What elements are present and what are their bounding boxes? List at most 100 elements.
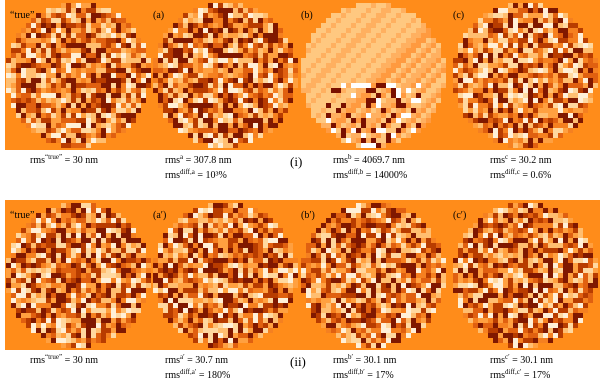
pixel <box>478 233 483 238</box>
pixel <box>203 233 208 238</box>
pixel <box>371 38 376 43</box>
pixel <box>321 248 326 253</box>
pixel <box>356 313 361 318</box>
pixel <box>488 113 493 118</box>
pixel <box>283 298 288 303</box>
pixel <box>173 88 178 93</box>
pixel <box>193 88 198 93</box>
pixel <box>278 288 283 293</box>
pixel <box>426 228 431 233</box>
pixel <box>101 48 106 53</box>
pixel <box>316 33 321 38</box>
pixel <box>31 223 36 228</box>
pixel <box>193 78 198 83</box>
pixel <box>193 58 198 63</box>
pixel <box>66 18 71 23</box>
pixel <box>198 328 203 333</box>
pixel <box>341 88 346 93</box>
pixel <box>116 268 121 273</box>
pixel <box>371 123 376 128</box>
pixel <box>346 113 351 118</box>
pixel <box>553 233 558 238</box>
pixel <box>563 53 568 58</box>
pixel <box>391 28 396 33</box>
pixel <box>121 68 126 73</box>
pixel <box>101 338 106 343</box>
pixel <box>263 123 268 128</box>
pixel <box>488 243 493 248</box>
pixel <box>188 253 193 258</box>
pixel <box>213 63 218 68</box>
pixel <box>498 93 503 98</box>
pixel <box>46 288 51 293</box>
pixel <box>11 298 16 303</box>
pixel <box>503 83 508 88</box>
pixel <box>71 18 76 23</box>
pixel <box>273 233 278 238</box>
caption-base: rms <box>30 155 45 166</box>
pixel <box>401 273 406 278</box>
pixel <box>218 128 223 133</box>
pixel <box>341 43 346 48</box>
pixel <box>553 133 558 138</box>
pixel <box>243 238 248 243</box>
pixel <box>361 218 366 223</box>
pixel <box>248 88 253 93</box>
pixel <box>183 298 188 303</box>
pixel <box>218 63 223 68</box>
pixel <box>283 98 288 103</box>
pixel <box>518 248 523 253</box>
pixel <box>76 328 81 333</box>
pixel <box>458 253 463 258</box>
pixel <box>213 68 218 73</box>
pixel <box>538 263 543 268</box>
pixel <box>131 58 136 63</box>
pixel <box>146 78 151 83</box>
pixel <box>31 43 36 48</box>
pixel <box>178 273 183 278</box>
pixel <box>228 258 233 263</box>
pixel <box>203 123 208 128</box>
pixel <box>228 118 233 123</box>
pixel <box>376 223 381 228</box>
pixel <box>158 248 163 253</box>
pixel <box>146 278 151 283</box>
pixel <box>96 243 101 248</box>
pixel <box>228 23 233 28</box>
pixel <box>431 263 436 268</box>
pixel <box>203 258 208 263</box>
pixel <box>253 88 258 93</box>
pixel <box>91 43 96 48</box>
pixel <box>468 28 473 33</box>
pixel <box>223 93 228 98</box>
pixel <box>61 228 66 233</box>
pixel <box>411 13 416 18</box>
pixel <box>278 33 283 38</box>
caption-sup: diff,b <box>348 168 364 176</box>
pixel <box>553 228 558 233</box>
pixel <box>548 73 553 78</box>
pixel <box>371 128 376 133</box>
pixel <box>96 263 101 268</box>
pixel <box>188 308 193 313</box>
pixel <box>31 103 36 108</box>
pixel <box>11 73 16 78</box>
pixel <box>356 303 361 308</box>
pixel <box>331 298 336 303</box>
pixel <box>193 308 198 313</box>
pixel <box>111 268 116 273</box>
pixel <box>158 298 163 303</box>
pixel <box>228 108 233 113</box>
pixel <box>578 118 583 123</box>
pixel <box>528 268 533 273</box>
pixel <box>583 238 588 243</box>
pixel <box>306 73 311 78</box>
caption: rmsb = 4069.7 nm <box>333 153 405 166</box>
pixel <box>341 48 346 53</box>
pixel <box>183 68 188 73</box>
pixel <box>36 43 41 48</box>
pixel <box>528 93 533 98</box>
pixel <box>268 288 273 293</box>
pixel <box>263 213 268 218</box>
pixel <box>26 308 31 313</box>
